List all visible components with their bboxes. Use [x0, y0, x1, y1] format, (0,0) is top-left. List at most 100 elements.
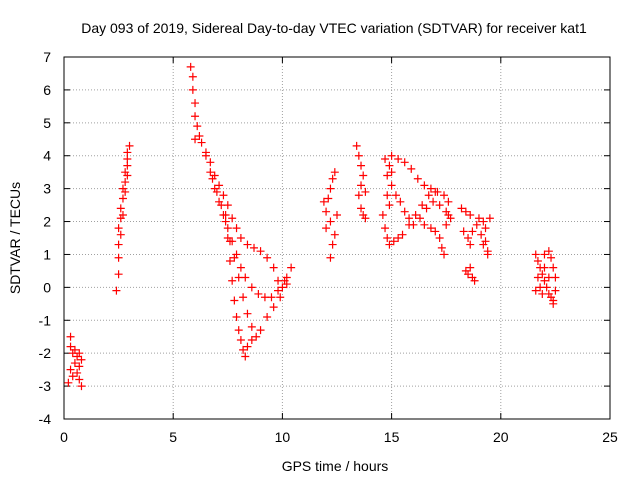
data-point	[551, 286, 560, 295]
y-tick-label: -1	[39, 312, 52, 328]
data-point	[549, 263, 558, 272]
data-point	[263, 253, 272, 262]
data-point	[540, 250, 549, 259]
data-point	[422, 204, 431, 213]
axis-ticks	[63, 56, 611, 420]
data-point	[322, 207, 331, 216]
data-point	[230, 253, 239, 262]
data-point	[400, 207, 409, 216]
y-tick-labels: -4 -3 -2 -1 0 1 2 3 4 5 6 7	[39, 49, 52, 427]
data-point	[236, 263, 245, 272]
data-point	[457, 204, 466, 213]
data-point	[387, 151, 396, 160]
data-point	[444, 210, 453, 219]
data-point	[191, 99, 200, 108]
data-point	[114, 253, 123, 262]
data-point	[247, 283, 256, 292]
data-point	[206, 168, 215, 177]
data-point	[70, 345, 79, 354]
data-point	[121, 178, 130, 187]
data-point	[472, 220, 481, 229]
data-point	[481, 224, 490, 233]
data-point	[531, 286, 540, 295]
data-point	[276, 293, 285, 302]
data-point	[225, 257, 234, 266]
grid-lines	[64, 57, 610, 419]
data-point	[381, 155, 390, 164]
data-point	[77, 355, 86, 364]
data-point	[206, 158, 215, 167]
data-point	[435, 234, 444, 242]
chart-title: Day 093 of 2019, Sidereal Day-to-day VTE…	[81, 20, 587, 36]
data-point	[531, 250, 540, 259]
data-point	[112, 286, 121, 295]
data-point	[322, 224, 331, 233]
data-point	[188, 72, 197, 81]
data-point	[278, 283, 287, 292]
data-point	[477, 230, 486, 239]
data-point	[437, 243, 446, 252]
data-point	[431, 187, 440, 196]
data-point	[538, 270, 547, 279]
data-point	[354, 151, 363, 160]
data-point	[426, 184, 435, 193]
data-point	[118, 210, 127, 219]
data-point	[420, 181, 429, 190]
data-point	[361, 187, 370, 196]
data-point	[357, 181, 366, 190]
data-point	[195, 131, 204, 140]
data-point	[188, 85, 197, 94]
data-point	[326, 253, 335, 262]
data-point	[431, 227, 440, 236]
data-point	[197, 138, 206, 147]
data-point	[121, 187, 130, 196]
data-point	[466, 240, 475, 249]
data-point	[474, 214, 483, 223]
data-point	[243, 342, 252, 351]
data-point	[429, 197, 438, 206]
data-point	[68, 372, 77, 381]
data-point	[252, 332, 261, 341]
data-point	[440, 250, 449, 259]
data-point	[239, 345, 248, 354]
data-point	[357, 161, 366, 170]
data-point	[118, 194, 127, 203]
x-tick-label: 15	[384, 429, 400, 445]
data-point	[549, 299, 558, 308]
data-point	[466, 263, 475, 272]
data-point	[459, 227, 468, 236]
data-point	[191, 112, 200, 121]
data-point	[485, 214, 494, 223]
data-point	[217, 201, 226, 210]
data-point	[263, 312, 272, 321]
data-point	[418, 201, 427, 210]
data-point	[324, 194, 333, 203]
data-point	[536, 283, 545, 292]
data-point	[464, 270, 473, 279]
data-points	[64, 62, 560, 391]
data-point	[330, 230, 339, 239]
data-point	[442, 220, 451, 229]
data-point	[330, 168, 339, 177]
data-point	[479, 217, 488, 226]
data-point	[415, 214, 424, 223]
data-point	[383, 191, 392, 200]
data-point	[385, 201, 394, 210]
data-point	[114, 270, 123, 279]
data-point	[236, 336, 245, 345]
data-point	[223, 224, 232, 233]
data-point	[232, 224, 241, 233]
data-point	[254, 289, 263, 298]
data-point	[256, 247, 265, 256]
data-point	[239, 293, 248, 302]
data-point	[212, 187, 221, 196]
data-point	[201, 151, 210, 160]
data-point	[114, 240, 123, 249]
data-point	[282, 280, 291, 289]
data-point	[381, 224, 390, 233]
y-tick-label: -4	[39, 411, 52, 427]
y-tick-label: 4	[43, 148, 51, 164]
data-point	[407, 164, 416, 173]
data-point	[387, 181, 396, 190]
data-point	[326, 217, 335, 226]
